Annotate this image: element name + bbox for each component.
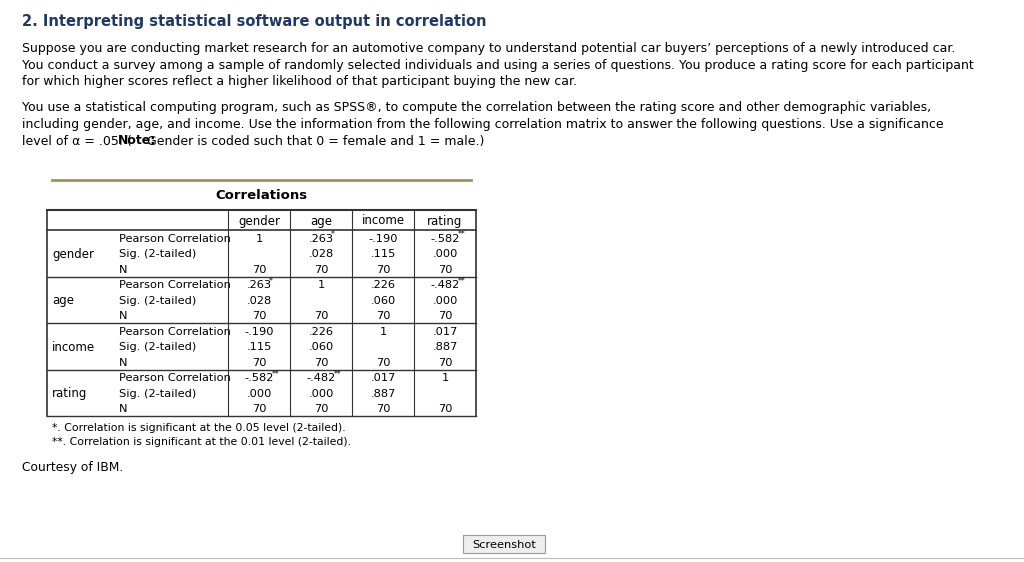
FancyBboxPatch shape: [463, 535, 545, 553]
Text: -.482: -.482: [430, 280, 460, 290]
Text: *. Correlation is significant at the 0.05 level (2-tailed).: *. Correlation is significant at the 0.0…: [52, 423, 346, 433]
Text: You conduct a survey among a sample of randomly selected individuals and using a: You conduct a survey among a sample of r…: [22, 58, 974, 71]
Text: Sig. (2-tailed): Sig. (2-tailed): [119, 296, 197, 306]
Text: Sig. (2-tailed): Sig. (2-tailed): [119, 389, 197, 399]
Text: Correlations: Correlations: [215, 189, 307, 202]
Text: 70: 70: [313, 311, 329, 321]
Text: N: N: [119, 311, 128, 321]
Text: 70: 70: [437, 311, 453, 321]
Text: .000: .000: [247, 389, 271, 399]
Text: .028: .028: [308, 250, 334, 259]
Text: Screenshot: Screenshot: [472, 540, 536, 550]
Text: .060: .060: [371, 296, 395, 306]
Text: N: N: [119, 404, 128, 414]
Text: -.582: -.582: [245, 373, 273, 383]
Text: -.582: -.582: [430, 234, 460, 244]
Text: 70: 70: [437, 265, 453, 275]
Text: -.190: -.190: [369, 234, 397, 244]
Text: Sig. (2-tailed): Sig. (2-tailed): [119, 342, 197, 352]
Text: 70: 70: [313, 358, 329, 368]
Text: 70: 70: [313, 404, 329, 414]
Text: .028: .028: [247, 296, 271, 306]
Text: N: N: [119, 358, 128, 368]
Text: Suppose you are conducting market research for an automotive company to understa: Suppose you are conducting market resear…: [22, 42, 955, 55]
Text: **. Correlation is significant at the 0.01 level (2-tailed).: **. Correlation is significant at the 0.…: [52, 437, 351, 447]
Text: .226: .226: [371, 280, 395, 290]
Text: 70: 70: [313, 265, 329, 275]
Text: level of α = .05. (: level of α = .05. (: [22, 134, 132, 147]
Text: age: age: [310, 215, 332, 228]
Text: 70: 70: [437, 358, 453, 368]
Text: Pearson Correlation: Pearson Correlation: [119, 280, 230, 290]
Text: 70: 70: [252, 265, 266, 275]
Text: 1: 1: [255, 234, 262, 244]
Text: *: *: [269, 277, 272, 285]
Text: -.190: -.190: [245, 327, 273, 337]
Text: 70: 70: [252, 311, 266, 321]
Text: Pearson Correlation: Pearson Correlation: [119, 234, 230, 244]
Text: 70: 70: [376, 404, 390, 414]
Text: 70: 70: [376, 311, 390, 321]
Text: gender: gender: [52, 248, 94, 261]
Text: .000: .000: [308, 389, 334, 399]
Text: rating: rating: [427, 215, 463, 228]
Text: Sig. (2-tailed): Sig. (2-tailed): [119, 250, 197, 259]
Text: .017: .017: [371, 373, 395, 383]
Text: 70: 70: [376, 265, 390, 275]
Text: gender: gender: [238, 215, 280, 228]
Text: .226: .226: [308, 327, 334, 337]
Text: for which higher scores reflect a higher likelihood of that participant buying t: for which higher scores reflect a higher…: [22, 75, 577, 88]
Text: .017: .017: [432, 327, 458, 337]
Text: .115: .115: [247, 342, 271, 352]
Text: .060: .060: [308, 342, 334, 352]
Text: .263: .263: [247, 280, 271, 290]
Text: Gender is coded such that 0 = female and 1 = male.): Gender is coded such that 0 = female and…: [143, 134, 484, 147]
Text: Courtesy of IBM.: Courtesy of IBM.: [22, 461, 123, 474]
Text: rating: rating: [52, 387, 87, 400]
Text: **: **: [271, 370, 280, 379]
Text: .887: .887: [371, 389, 395, 399]
Text: Pearson Correlation: Pearson Correlation: [119, 373, 230, 383]
Text: **: **: [334, 370, 341, 379]
Text: Pearson Correlation: Pearson Correlation: [119, 327, 230, 337]
Text: .000: .000: [432, 296, 458, 306]
Text: income: income: [361, 215, 404, 228]
Text: -.482: -.482: [306, 373, 336, 383]
Text: 1: 1: [379, 327, 387, 337]
Text: 70: 70: [252, 358, 266, 368]
Text: Note:: Note:: [118, 134, 157, 147]
Text: income: income: [52, 341, 95, 353]
Text: N: N: [119, 265, 128, 275]
Text: age: age: [52, 294, 74, 307]
Text: 1: 1: [317, 280, 325, 290]
Text: 1: 1: [441, 373, 449, 383]
Text: *: *: [331, 230, 335, 239]
Text: 70: 70: [252, 404, 266, 414]
Text: .263: .263: [308, 234, 334, 244]
Text: **: **: [458, 277, 465, 285]
Text: .000: .000: [432, 250, 458, 259]
Text: **: **: [458, 230, 465, 239]
Text: including gender, age, and income. Use the information from the following correl: including gender, age, and income. Use t…: [22, 118, 944, 131]
Text: You use a statistical computing program, such as SPSS®, to compute the correlati: You use a statistical computing program,…: [22, 102, 931, 115]
Text: 2. Interpreting statistical software output in correlation: 2. Interpreting statistical software out…: [22, 14, 486, 29]
Text: 70: 70: [376, 358, 390, 368]
Text: 70: 70: [437, 404, 453, 414]
Text: .115: .115: [371, 250, 395, 259]
Text: .887: .887: [432, 342, 458, 352]
